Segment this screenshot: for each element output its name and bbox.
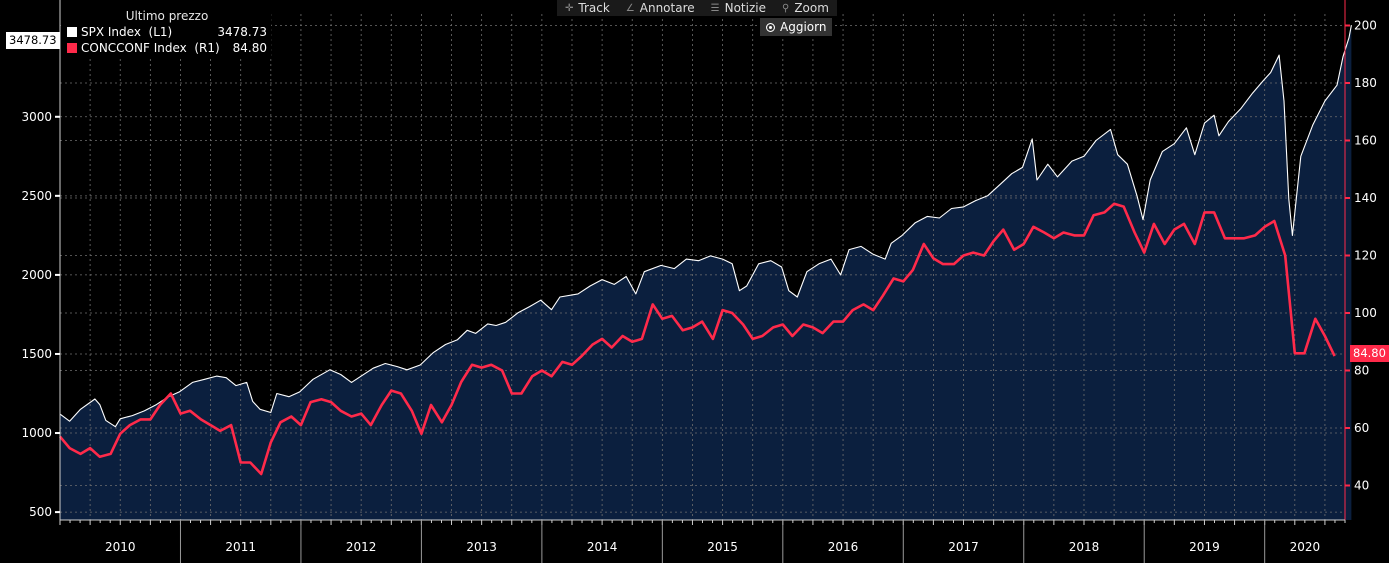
chart-toolbar: ✛ Track ∠ Annotare ☰ Notizie ⚲ Zoom bbox=[557, 0, 837, 16]
legend-entry-spx[interactable]: SPX Index (L1) 3478.73 bbox=[67, 24, 267, 40]
chart-legend: Ultimo prezzo SPX Index (L1) 3478.73 CON… bbox=[61, 6, 271, 58]
refresh-button[interactable]: Aggiorn bbox=[760, 18, 833, 36]
x-axis-year-label: 2012 bbox=[346, 540, 377, 554]
x-axis-year-label: 2011 bbox=[225, 540, 256, 554]
pencil-icon: ∠ bbox=[625, 2, 635, 14]
legend-swatch-red bbox=[67, 43, 77, 53]
left-axis-tick-label: 2000 bbox=[21, 268, 52, 282]
right-axis-tick-label: 120 bbox=[1354, 249, 1377, 263]
x-axis-year-label: 2020 bbox=[1290, 540, 1321, 554]
news-tool[interactable]: ☰ Notizie bbox=[703, 0, 774, 16]
magnifier-icon: ⚲ bbox=[781, 2, 790, 14]
refresh-icon bbox=[766, 22, 775, 32]
series-line-concconf bbox=[59, 202, 1336, 476]
last-value-tag-left: 3478.73 bbox=[6, 32, 60, 49]
left-axis-tick-label: 2500 bbox=[21, 189, 52, 203]
grid-lines bbox=[60, 14, 1345, 520]
legend-entry-name: SPX Index (L1) bbox=[81, 25, 173, 39]
x-axis-year-label: 2017 bbox=[948, 540, 979, 554]
x-axis-year-label: 2010 bbox=[105, 540, 136, 554]
x-axis-year-label: 2015 bbox=[707, 540, 738, 554]
annotate-label: Annotare bbox=[639, 1, 695, 15]
right-axis-tick-label: 140 bbox=[1354, 191, 1377, 205]
right-axis-tick-label: 60 bbox=[1354, 421, 1369, 435]
legend-title: Ultimo prezzo bbox=[125, 9, 209, 23]
legend-swatch-white bbox=[67, 27, 77, 37]
x-axis-year-label: 2013 bbox=[466, 540, 497, 554]
annotate-tool[interactable]: ∠ Annotare bbox=[618, 0, 703, 16]
crosshair-icon: ✛ bbox=[565, 2, 574, 14]
right-axis-tick-label: 100 bbox=[1354, 306, 1377, 320]
zoom-label: Zoom bbox=[794, 1, 829, 15]
right-axis-tick-label: 40 bbox=[1354, 479, 1369, 493]
left-axis-tick-label: 1000 bbox=[21, 426, 52, 440]
right-axis-tick-label: 80 bbox=[1354, 364, 1369, 378]
series-area-spx bbox=[60, 25, 1352, 520]
right-axis-tick-label: 160 bbox=[1354, 134, 1377, 148]
legend-entry-value: 3478.73 bbox=[217, 25, 267, 39]
refresh-label: Aggiorn bbox=[780, 20, 827, 34]
series-line-spx bbox=[59, 24, 1352, 428]
legend-entry-value: 84.80 bbox=[232, 41, 267, 55]
left-axis-tick-label: 1500 bbox=[21, 347, 52, 361]
last-value-tag-right: 84.80 bbox=[1350, 345, 1389, 362]
left-axis-tick-label: 3000 bbox=[21, 110, 52, 124]
x-axis-year-label: 2016 bbox=[828, 540, 859, 554]
left-axis-tick-label: 500 bbox=[29, 505, 52, 519]
x-axis-year-label: 2019 bbox=[1189, 540, 1220, 554]
right-axis-tick-label: 180 bbox=[1354, 76, 1377, 90]
news-icon: ☰ bbox=[710, 2, 720, 14]
zoom-tool[interactable]: ⚲ Zoom bbox=[774, 0, 837, 16]
track-label: Track bbox=[578, 1, 610, 15]
news-label: Notizie bbox=[724, 1, 766, 15]
x-axis-year-label: 2014 bbox=[587, 540, 618, 554]
legend-entry-concconf[interactable]: CONCCONF Index (R1) 84.80 bbox=[67, 40, 267, 56]
track-tool[interactable]: ✛ Track bbox=[557, 0, 618, 16]
legend-entry-name: CONCCONF Index (R1) bbox=[81, 41, 220, 55]
right-axis-tick-label: 200 bbox=[1354, 19, 1377, 33]
x-axis-year-label: 2018 bbox=[1069, 540, 1100, 554]
